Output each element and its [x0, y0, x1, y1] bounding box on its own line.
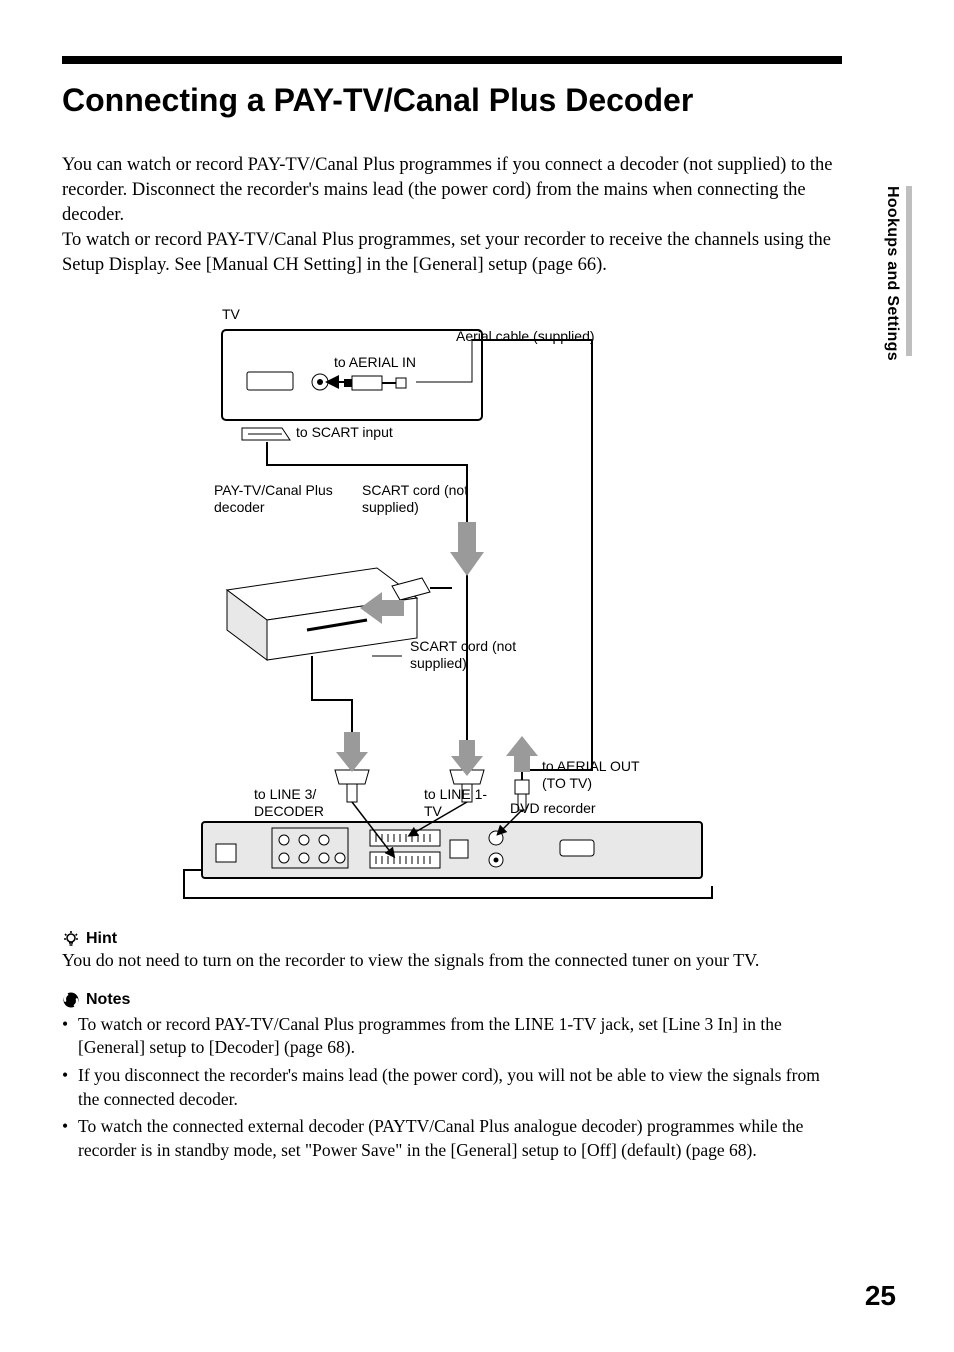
- notes-heading: Notes: [62, 991, 896, 1009]
- diagram-label-to-line3: to LINE 3/ DECODER: [254, 786, 344, 821]
- top-rule: [62, 56, 842, 64]
- diagram-label-to-aerial-out: to AERIAL OUT (TO TV): [542, 758, 652, 793]
- manual-page: Connecting a PAY-TV/Canal Plus Decoder Y…: [0, 0, 954, 1352]
- diagram-label-to-scart-input: to SCART input: [296, 424, 393, 442]
- intro-paragraph: You can watch or record PAY-TV/Canal Plu…: [62, 153, 842, 228]
- notes-item: To watch or record PAY-TV/Canal Plus pro…: [62, 1013, 842, 1060]
- diagram-label-dvd-recorder: DVD recorder: [510, 800, 596, 818]
- connection-diagram-wrap: TV Aerial cable (supplied) to AERIAL IN …: [62, 300, 842, 900]
- page-number: 25: [865, 1280, 896, 1312]
- page-title: Connecting a PAY-TV/Canal Plus Decoder: [62, 82, 896, 119]
- hint-heading: Hint: [62, 930, 896, 948]
- diagram-label-tv: TV: [222, 306, 240, 324]
- diagram-label-to-aerial-in: to AERIAL IN: [334, 354, 416, 372]
- diagram-label-aerial-cable: Aerial cable (supplied): [456, 328, 595, 346]
- section-tab-bar: [906, 186, 912, 356]
- lightbulb-icon: [62, 930, 80, 948]
- intro-text: You can watch or record PAY-TV/Canal Plu…: [62, 153, 842, 278]
- notes-list: To watch or record PAY-TV/Canal Plus pro…: [62, 1013, 842, 1163]
- notes-heading-text: Notes: [86, 991, 130, 1009]
- intro-paragraph: To watch or record PAY-TV/Canal Plus pro…: [62, 228, 842, 278]
- hint-heading-text: Hint: [86, 930, 117, 948]
- section-tab: Hookups and Settings: [880, 186, 904, 416]
- notes-item: To watch the connected external decoder …: [62, 1115, 842, 1162]
- section-tab-label: Hookups and Settings: [883, 186, 901, 361]
- hint-body: You do not need to turn on the recorder …: [62, 950, 842, 971]
- diagram-label-decoder: PAY-TV/Canal Plus decoder: [214, 482, 334, 517]
- connection-diagram: TV Aerial cable (supplied) to AERIAL IN …: [172, 300, 732, 900]
- notes-item: If you disconnect the recorder's mains l…: [62, 1064, 842, 1111]
- diagram-label-scart2: SCART cord (not supplied): [410, 638, 520, 673]
- notes-icon: [62, 991, 80, 1009]
- diagram-label-to-line1: to LINE 1-TV: [424, 786, 504, 821]
- diagram-label-scart1: SCART cord (not supplied): [362, 482, 472, 517]
